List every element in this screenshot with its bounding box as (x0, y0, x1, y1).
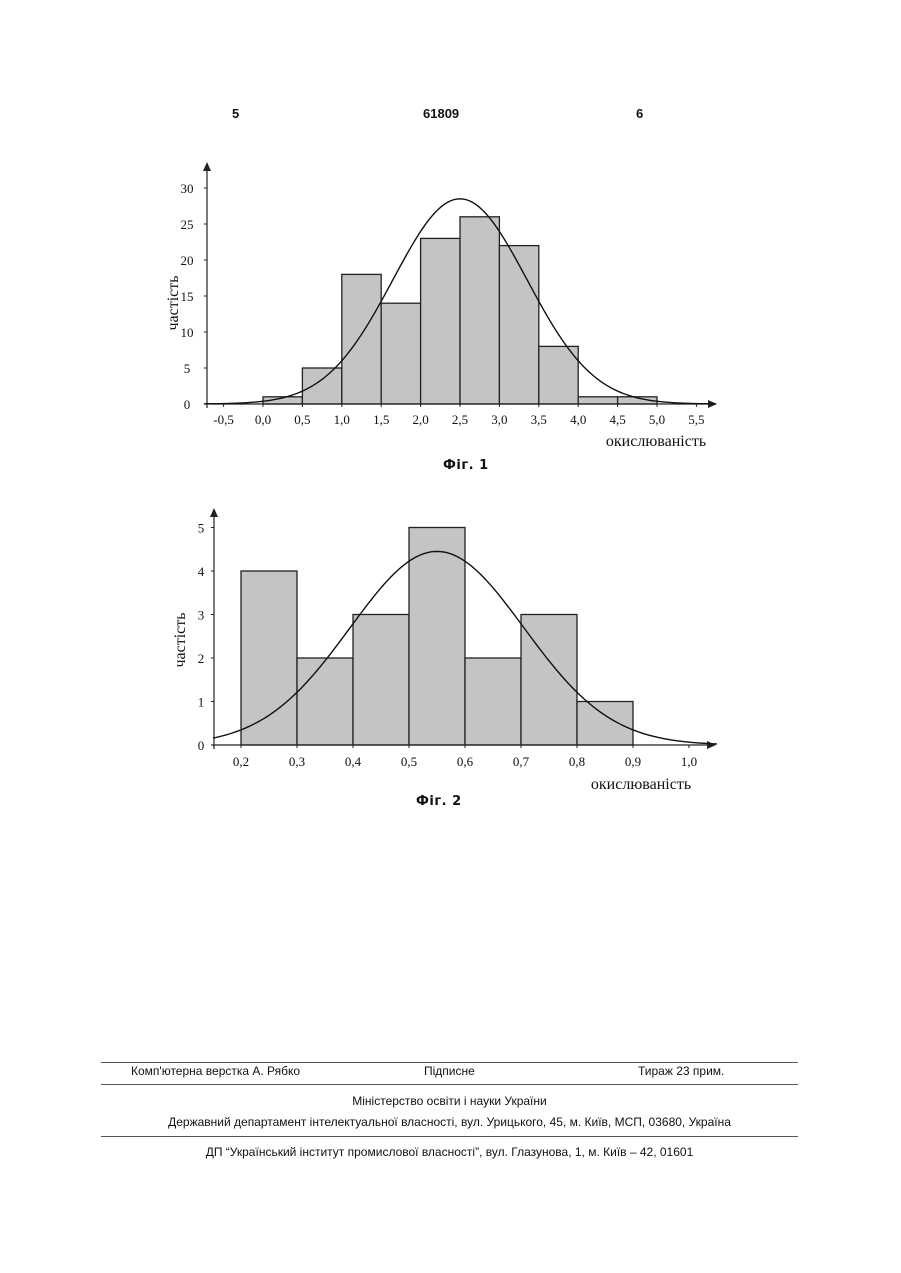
x-tick-label: 0,4 (345, 754, 362, 769)
footer-layout-credit: Комп'ютерна верстка А. Рябко (131, 1064, 300, 1078)
footer-rule-top (101, 1062, 798, 1063)
x-tick-label: 1,0 (681, 754, 697, 769)
x-tick-label: 0,5 (401, 754, 417, 769)
histogram-bar (297, 658, 353, 745)
figure-2-histogram: 0 1 2 3 4 5 0,2 0,3 0,4 0,5 0,6 0,7 0,8 0,9 1,0 окислюв… (0, 0, 901, 820)
footer-rule-bottom (101, 1136, 798, 1137)
histogram-bar (353, 615, 409, 746)
histogram-bar (409, 528, 465, 746)
y-tick-label: 4 (198, 564, 205, 579)
footer-department: Державний департамент інтелектуальної вл… (101, 1115, 798, 1129)
histogram-bar (241, 571, 297, 745)
footer-circulation: Тираж 23 прим. (638, 1064, 724, 1078)
footer-rule-middle (101, 1084, 798, 1085)
x-axis-label: окислюваність (591, 776, 691, 793)
x-axis-arrow (707, 741, 716, 749)
footer-signed: Підписне (424, 1064, 475, 1078)
x-tick-label: 0,9 (625, 754, 641, 769)
y-tick-label: 1 (198, 695, 205, 710)
y-axis-label: частість (172, 612, 189, 667)
x-tick-label: 0,7 (513, 754, 530, 769)
x-tick-label: 0,3 (289, 754, 305, 769)
footer-institute: ДП “Український інститут промислової вла… (101, 1145, 798, 1159)
y-axis-arrow (210, 508, 218, 517)
y-tick-label: 5 (198, 521, 205, 536)
y-tick-label: 0 (198, 738, 205, 753)
x-tick-label: 0,8 (569, 754, 585, 769)
y-tick-label: 3 (198, 608, 205, 623)
histogram-bar (577, 702, 633, 746)
x-tick-label: 0,2 (233, 754, 249, 769)
figure-2-caption: Фіг. 2 (416, 794, 462, 809)
histogram-bar (465, 658, 521, 745)
footer-ministry: Міністерство освіти і науки України (101, 1094, 798, 1108)
y-tick-label: 2 (198, 651, 205, 666)
x-tick-label: 0,6 (457, 754, 474, 769)
